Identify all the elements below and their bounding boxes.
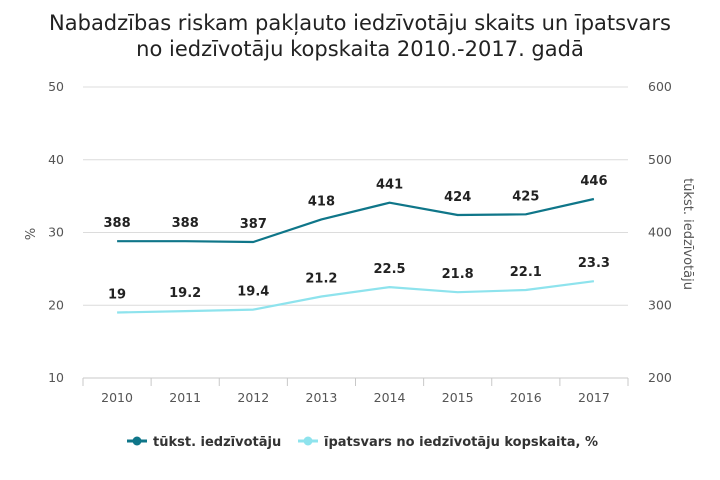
data-label: 446: [580, 174, 607, 189]
data-label: 388: [172, 216, 199, 231]
right-tick-label: 300: [648, 297, 672, 312]
x-tick-label: 2011: [169, 390, 201, 405]
x-tick-label: 2013: [306, 390, 338, 405]
legend-entry-1: tūkst. iedzīvotāju: [153, 435, 281, 450]
legend: tūkst. iedzīvotāju īpatsvars no iedzīvotā…: [127, 435, 598, 450]
data-label: 19.4: [237, 285, 269, 300]
left-tick-label: 30: [48, 225, 64, 240]
data-label: 22.1: [510, 265, 542, 280]
data-label: 19: [108, 288, 126, 303]
series-line-2: [117, 280, 595, 314]
data-label: 387: [240, 217, 267, 232]
x-tick-label: 2017: [578, 390, 610, 405]
right-tick-label: 200: [648, 370, 672, 385]
series-lines: [117, 197, 595, 314]
data-label: 21.8: [442, 267, 474, 282]
x-tick-label: 2015: [442, 390, 474, 405]
x-tick-label: 2012: [237, 390, 269, 405]
x-tick-label: 2010: [101, 390, 133, 405]
data-label: 22.5: [374, 262, 406, 277]
data-label: 21.2: [305, 272, 337, 287]
data-label: 388: [103, 216, 130, 231]
data-label: 19.2: [169, 286, 201, 301]
x-tick-label: 2016: [510, 390, 542, 405]
right-axis-label: tūkst. iedzīvotāju: [680, 178, 695, 290]
left-tick-label: 40: [48, 152, 64, 167]
series-line-1: [117, 197, 595, 244]
legend-swatch-marker: [132, 436, 142, 446]
axes: 10 20 30 40 50 200 300 400 500 600 2010 2011 2012 201…: [48, 79, 672, 405]
left-tick-label: 50: [48, 79, 64, 94]
left-axis-label: %: [24, 228, 39, 240]
chart-title-line-2: no iedzīvotāju kopskaita 2010.-2017. gad…: [136, 37, 584, 61]
right-tick-label: 600: [648, 79, 672, 94]
legend-swatch-marker: [303, 436, 313, 446]
data-label: 23.3: [578, 256, 610, 271]
left-tick-label: 20: [48, 297, 64, 312]
x-tick-label: 2014: [374, 390, 406, 405]
left-tick-label: 10: [48, 370, 64, 385]
right-tick-label: 500: [648, 152, 672, 167]
gridlines: [83, 86, 628, 306]
right-tick-label: 400: [648, 225, 672, 240]
data-label: 441: [376, 178, 403, 193]
data-label: 424: [444, 190, 471, 205]
chart-title-line-1: Nabadzības riskam pakļauto iedzīvotāju s…: [49, 11, 671, 35]
data-label: 425: [512, 189, 539, 204]
data-label: 418: [308, 194, 335, 209]
data-labels: 388 388 387 418 441 424 425 446 19 19.2 19.4 21.2 22…: [103, 174, 609, 302]
legend-entry-2: īpatsvars no iedzīvotāju kopskaita, %: [324, 435, 598, 450]
